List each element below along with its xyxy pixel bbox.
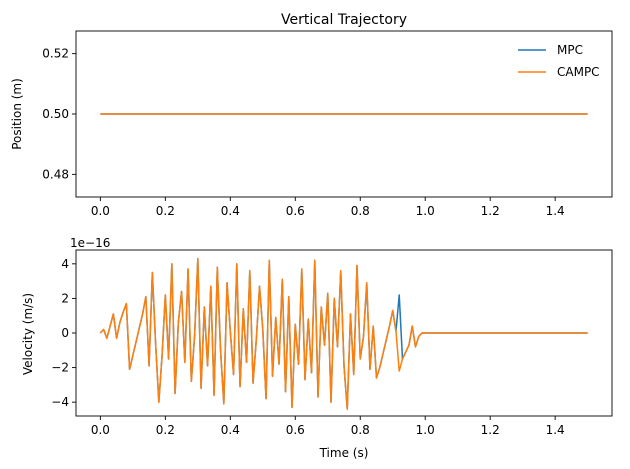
y-tick-label: 0.50 — [42, 107, 69, 121]
x-tick-label: 0.8 — [351, 204, 370, 218]
x-tick-label: 0.4 — [221, 204, 240, 218]
legend: MPC CAMPC — [518, 43, 600, 79]
y-offset-label: 1e−16 — [70, 236, 110, 250]
legend-label-mpc: MPC — [557, 43, 583, 57]
y-tick-label: 0.52 — [42, 47, 69, 61]
y-tick-label: 0.48 — [42, 167, 69, 181]
y-tick-label: 0 — [61, 326, 69, 340]
x-tick-label: 0.6 — [286, 204, 305, 218]
x-tick-label: 0.4 — [221, 423, 240, 437]
x-tick-label: 0.2 — [156, 423, 175, 437]
series-line-campc — [99, 257, 588, 410]
x-tick-label: 0.0 — [91, 423, 110, 437]
y-tick-label: −2 — [51, 361, 69, 375]
y-tick-label: −4 — [51, 395, 69, 409]
x-tick-label: 1.2 — [481, 204, 500, 218]
x-tick-label: 1.2 — [481, 423, 500, 437]
x-tick-label: 0.2 — [156, 204, 175, 218]
x-tick-label: 1.4 — [546, 204, 565, 218]
x-tick-label: 0.0 — [91, 204, 110, 218]
velocity-lines — [99, 257, 588, 410]
x-tick-label: 1.0 — [416, 204, 435, 218]
position-ticks: 0.0 0.2 0.4 0.6 0.8 1.0 1.2 1.4 0.48 0.50 0.52 — [42, 47, 564, 218]
x-axis-label: Time (s) — [319, 446, 369, 460]
x-tick-label: 0.6 — [286, 423, 305, 437]
position-axes-frame — [75, 30, 613, 198]
position-panel: Vertical Trajectory Position (m) 0.0 0.2 0… — [10, 12, 613, 218]
y-axis-label-velocity: Velocity (m/s) — [21, 293, 35, 375]
velocity-axes-frame — [75, 249, 613, 417]
y-tick-label: 2 — [61, 291, 69, 305]
legend-label-campc: CAMPC — [557, 65, 600, 79]
y-tick-label: 4 — [61, 257, 69, 271]
x-tick-label: 1.0 — [416, 423, 435, 437]
velocity-ticks: 0.0 0.2 0.4 0.6 0.8 1.0 1.2 1.4 −4 −2 0 2 4 — [51, 257, 564, 437]
x-tick-label: 1.4 — [546, 423, 565, 437]
y-axis-label-position: Position (m) — [10, 78, 24, 150]
chart-title: Vertical Trajectory — [281, 12, 407, 28]
velocity-panel: 1e−16 Velocity (m/s) Time (s) 0.0 0.2 0.4 0… — [21, 236, 613, 460]
x-tick-label: 0.8 — [351, 423, 370, 437]
